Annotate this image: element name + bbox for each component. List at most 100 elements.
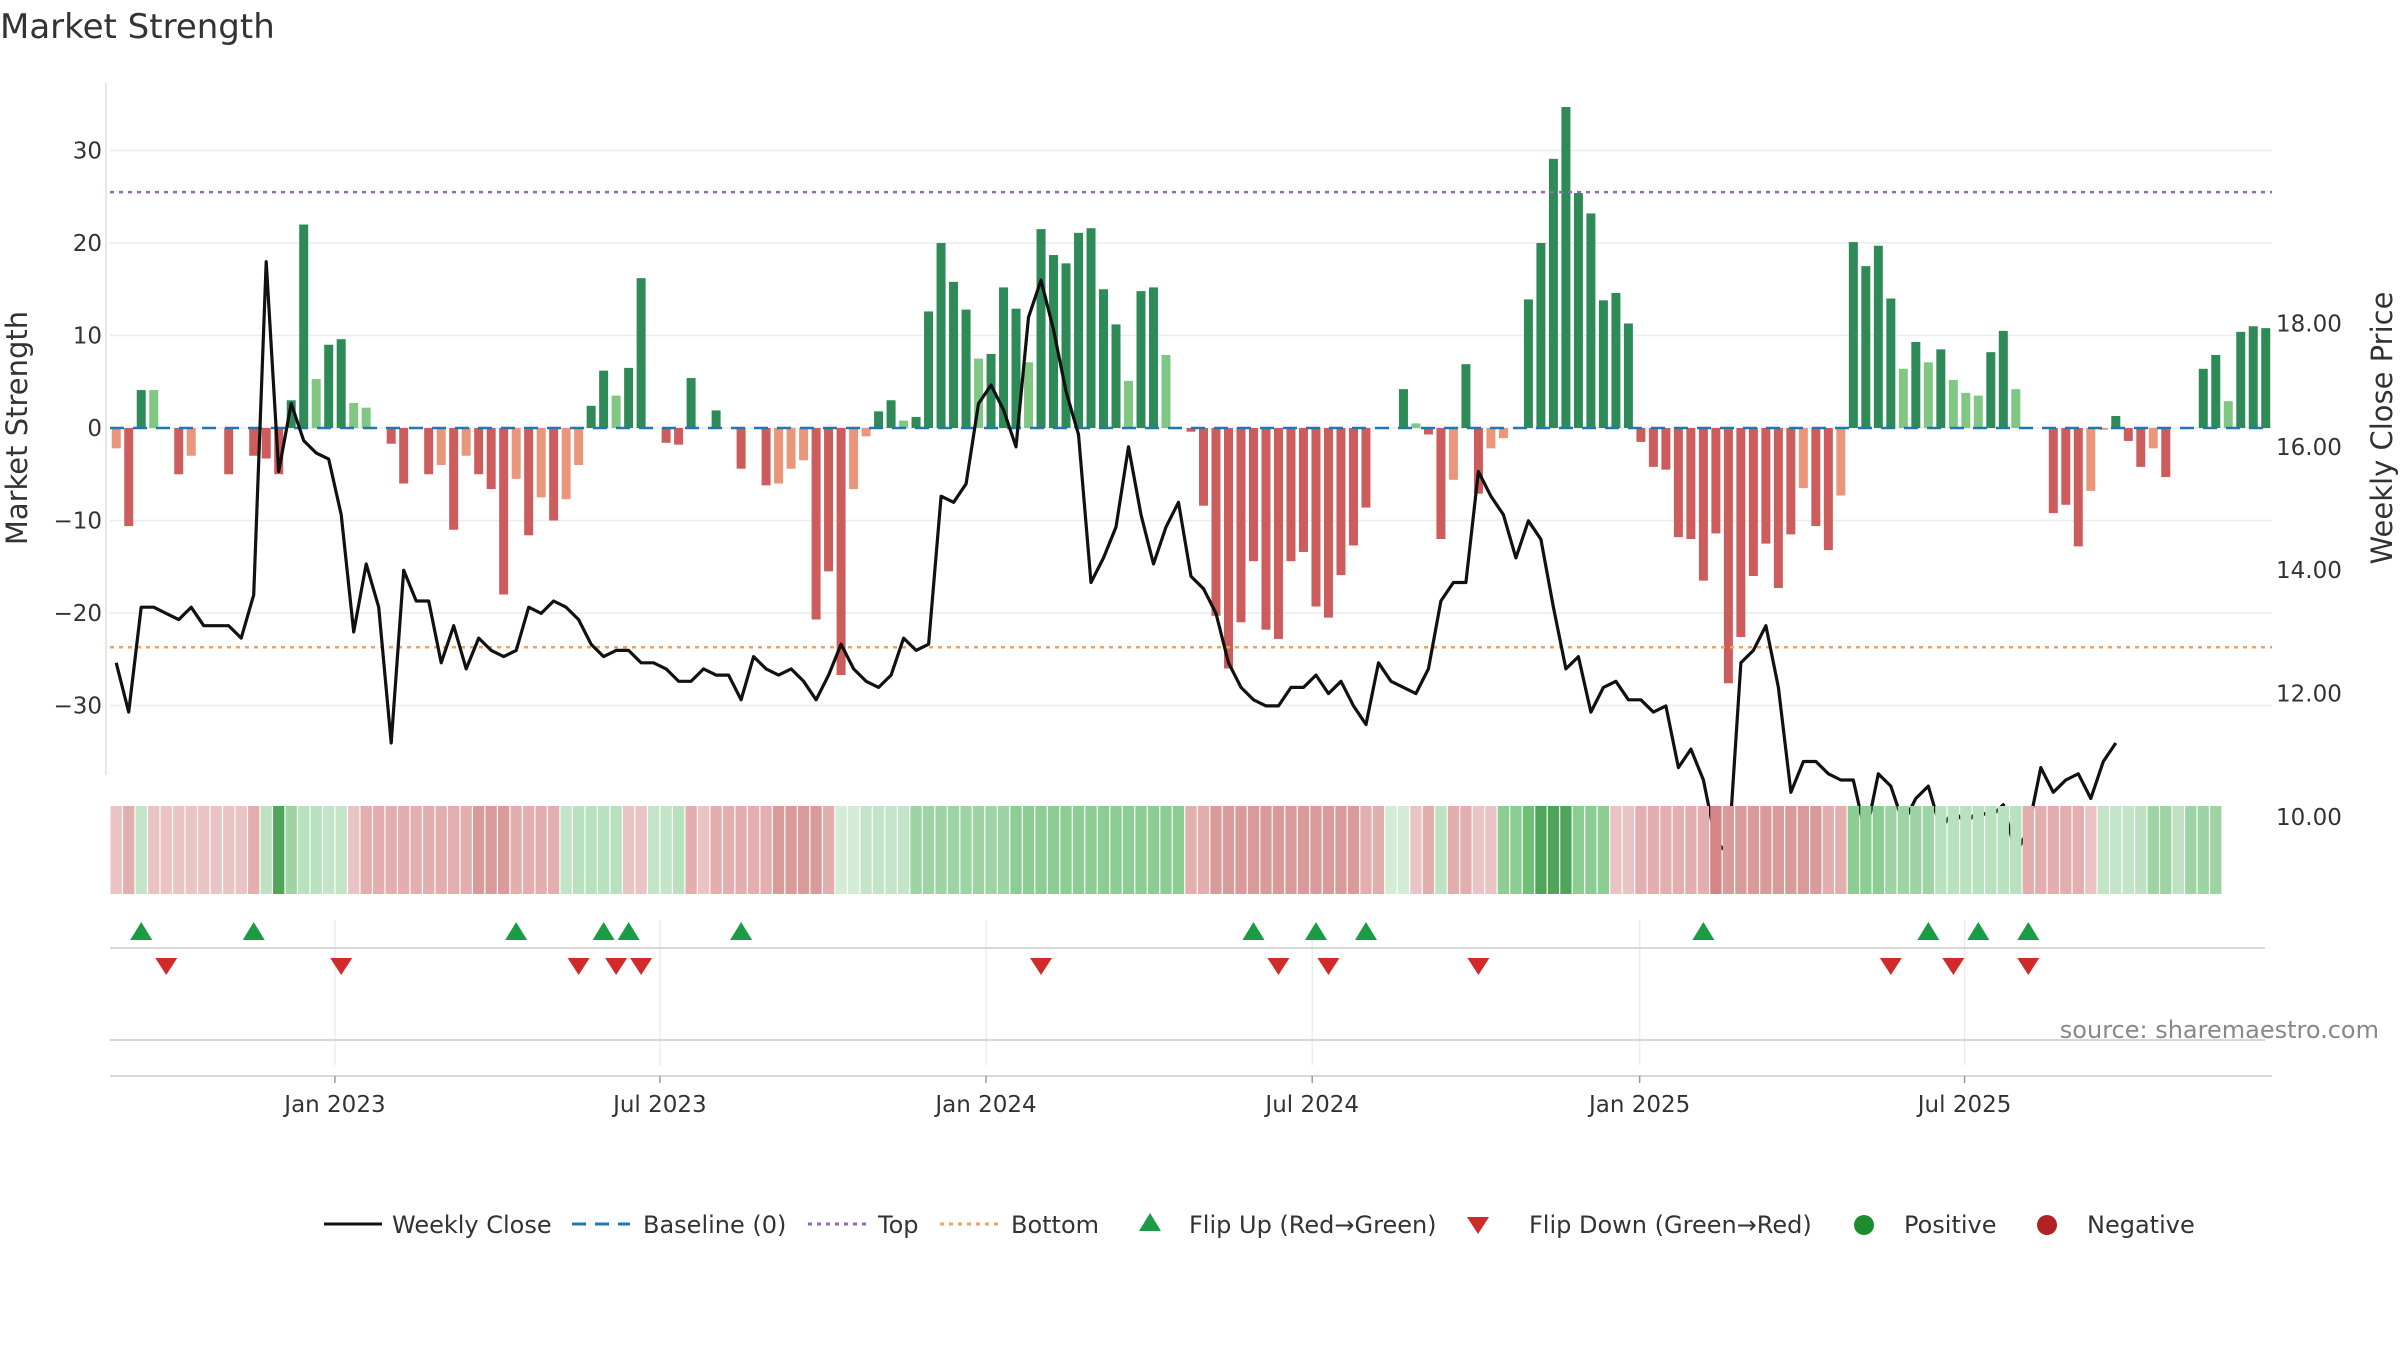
strip-cell [160,806,172,894]
strip-cell [572,806,585,894]
strength-bar [861,428,871,437]
strength-bar [936,243,946,428]
flip-down-marker [1879,958,1902,975]
strength-bar [1673,428,1683,538]
legend-positive-dot-icon [1854,1215,1874,1235]
strip-cell [1347,806,1360,894]
strip-cell [1360,806,1372,894]
strip-cell [410,806,422,894]
strength-bar [974,358,984,428]
y2-axis: 18.00 16.00 14.00 12.00 10.00 [2276,311,2342,831]
y-axis: 30 20 10 0 −10 −20 −30 [53,83,107,775]
legend-flip-down-label: Flip Down (Green→Red) [1529,1211,1812,1239]
strength-bar [124,428,134,527]
strip-cell [1097,806,1110,894]
strip-cell [1785,806,1797,894]
flip-up-marker [1242,922,1265,940]
strength-bar [1886,298,1896,428]
strength-bar [886,400,896,428]
strip-cell [1935,806,1947,894]
strength-bar [1111,324,1121,428]
strip-cell [1710,806,1722,894]
strength-bar [1861,266,1871,428]
strip-cell [1622,806,1635,894]
strip-cell [2097,806,2109,894]
strip-cell [473,806,485,894]
strip-cell [1260,806,1272,894]
strength-bar [486,428,496,490]
strip-cell [2022,806,2034,894]
strength-bar [2123,428,2133,441]
strip-cell [922,806,935,894]
strength-bar [1011,308,1021,428]
strength-bar [1336,428,1346,576]
strip-cell [1947,806,1959,894]
strip-cell [1447,806,1460,894]
strength-bar [574,428,584,465]
strip-cell [947,806,960,894]
x-axis: Jan 2023 Jul 2023 Jan 2024 Jul 2024 Jan 2025… [110,1075,2272,1118]
strength-bar [961,309,971,428]
strip-cell [2110,806,2122,894]
strip-cell [1322,806,1335,894]
reference-lines [110,190,2272,649]
strip-cell [1585,806,1597,894]
strip-cell [148,806,160,894]
strip-cell [560,806,572,894]
strip-cell [1385,806,1397,894]
strength-bar [536,428,546,498]
flip-up-marker [1967,922,1990,940]
strength-bar [1161,354,1171,428]
strength-bar [111,428,121,449]
flip-up-marker [1917,922,1940,940]
strength-bar [524,428,534,536]
strength-bar [1648,428,1658,467]
strip-cell [735,806,747,894]
strength-bar [674,428,684,445]
y2-tick-label: 10.00 [2276,805,2342,831]
strip-cell [2085,806,2097,894]
strength-bar [986,354,996,428]
flip-up-marker [730,922,753,940]
strength-bar [2136,428,2146,467]
strength-bar [1698,428,1708,581]
strip-cell [1635,806,1647,894]
y2-tick-label: 18.00 [2276,311,2342,337]
strength-bar [336,339,346,428]
strip-cell [672,806,685,894]
x-tick-label: Jul 2024 [1263,1092,1359,1118]
legend: Weekly Close Baseline (0) Top Bottom Fli… [324,1211,2195,1239]
strength-bar [1811,428,1821,527]
strip-cell [1847,806,1859,894]
strip-cell [2197,806,2209,894]
strength-bar [1961,392,1971,428]
strip-cell [985,806,997,894]
strength-bar [424,428,434,475]
strength-bar [349,403,359,428]
strength-bar [561,428,571,500]
x-tick-label: Jul 2025 [1916,1092,2012,1118]
strip-cell [772,806,785,894]
strength-bar [1261,428,1271,630]
strength-bar [786,428,796,469]
strip-cell [1572,806,1585,894]
strength-bar [386,428,396,444]
strength-bar [874,411,884,428]
strip-cell [398,806,410,894]
strength-bar [1061,263,1071,428]
legend-flip-up-label: Flip Up (Red→Green) [1189,1211,1437,1239]
strength-bar [924,311,934,428]
strength-bar [899,420,909,428]
strength-bar [1748,428,1758,576]
strip-cell [1822,806,1835,894]
strip-cell [1797,806,1810,894]
strength-bar [1461,364,1471,428]
strength-bar [324,344,334,428]
y-tick-label: 10 [73,324,102,350]
flip-up-marker [130,922,153,940]
strip-cell [935,806,947,894]
strength-bar [686,378,696,428]
strength-bar [599,370,609,428]
weekly-close-line [114,260,2118,856]
strip-cell [1235,806,1247,894]
